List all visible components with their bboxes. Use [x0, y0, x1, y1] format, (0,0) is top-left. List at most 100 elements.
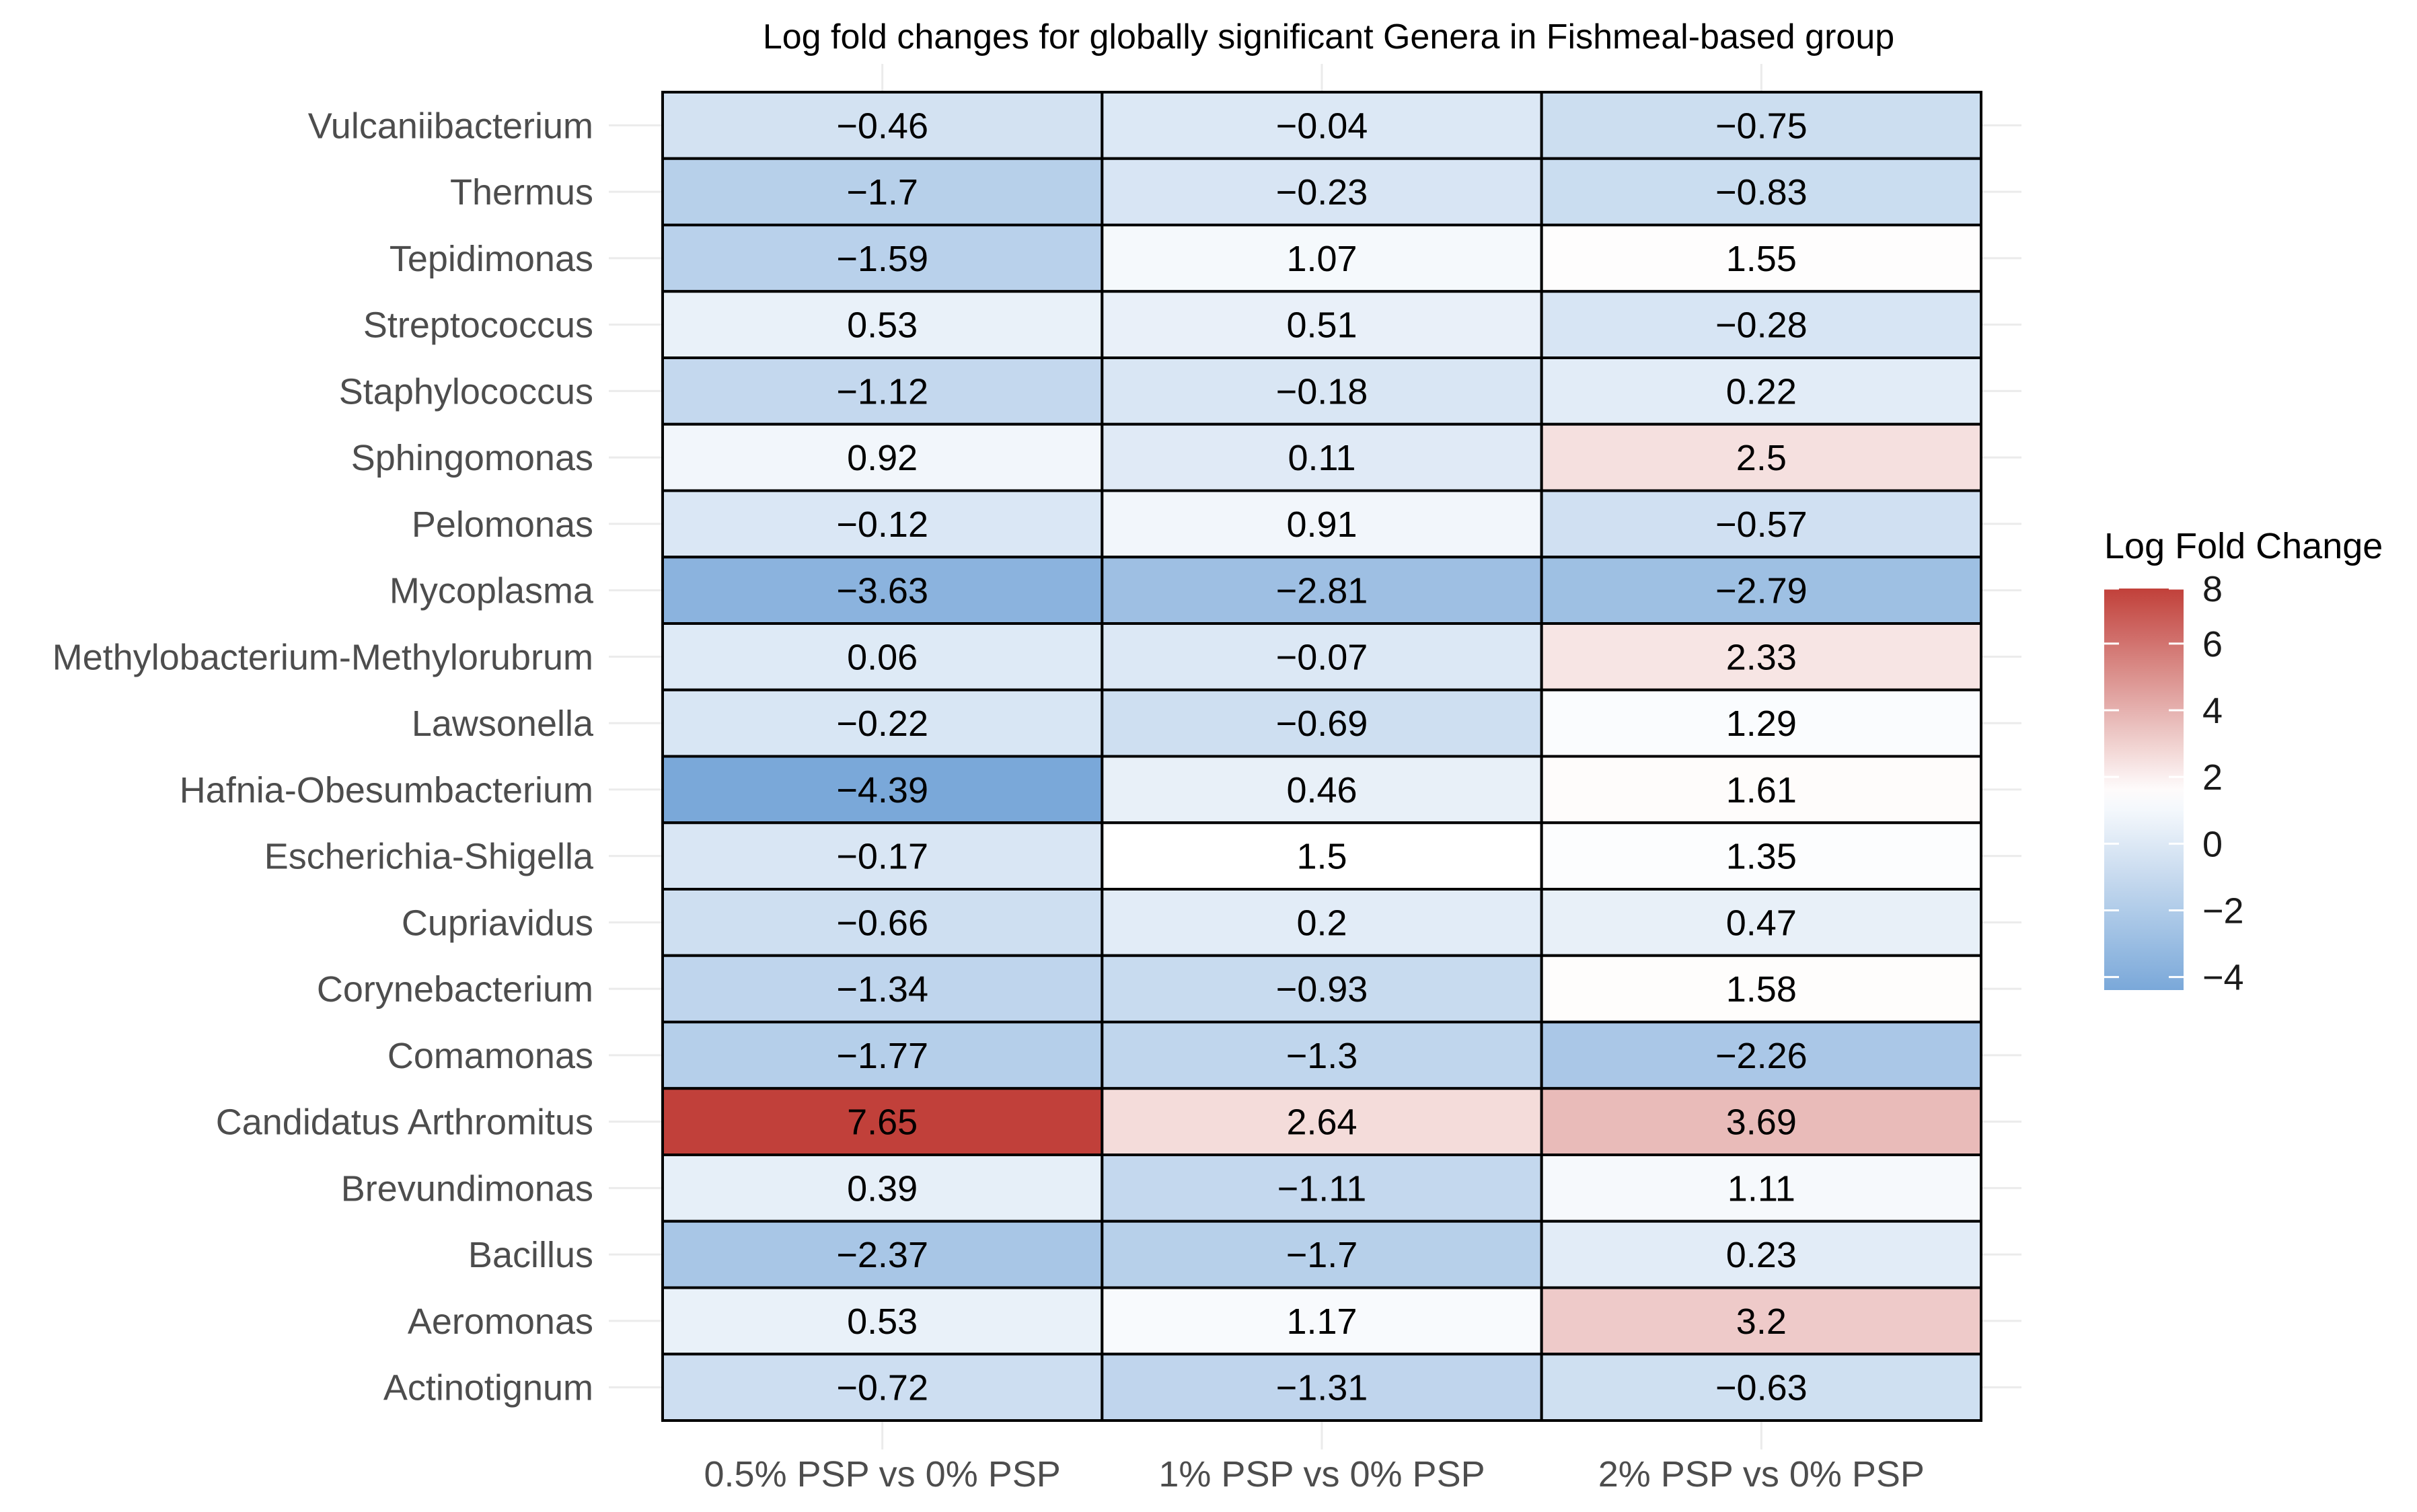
cell-value-label: 1.35 [1726, 837, 1797, 877]
cell-value-label: −0.28 [1715, 305, 1808, 346]
cell-value-label: −2.37 [836, 1235, 928, 1275]
heatmap-cell [1101, 290, 1543, 359]
cell-value-label: 0.23 [1726, 1235, 1797, 1275]
cell-value-label: 0.22 [1726, 371, 1797, 412]
heatmap-cell [661, 1219, 1104, 1289]
y-axis-label: Pelomonas [412, 504, 593, 545]
heatmap-cell [661, 821, 1104, 891]
heatmap-cell [1540, 556, 1983, 625]
cell-value-label: −0.07 [1276, 637, 1368, 677]
heatmap-cell [1540, 91, 1983, 160]
cell-value-label: −0.04 [1276, 106, 1368, 146]
heatmap-cell [1540, 888, 1983, 957]
cell-value-label: −0.63 [1715, 1368, 1808, 1408]
cell-value-label: 1.17 [1286, 1301, 1357, 1342]
cell-value-label: −2.26 [1715, 1036, 1808, 1076]
cell-value-label: −0.17 [836, 837, 928, 877]
cell-value-label: 7.65 [847, 1102, 918, 1143]
cell-value-label: −1.7 [846, 172, 918, 213]
y-axis-label: Comamonas [387, 1036, 593, 1076]
cell-value-label: 0.53 [847, 1301, 918, 1342]
heatmap-cell [1540, 489, 1983, 559]
cell-value-label: 2.33 [1726, 637, 1797, 677]
y-axis-label: Thermus [450, 172, 593, 213]
y-axis-label: Hafnia-Obesumbacterium [180, 770, 593, 810]
cell-value-label: −0.23 [1276, 172, 1368, 213]
y-axis-label: Lawsonella [412, 704, 594, 744]
cell-value-label: 0.46 [1286, 770, 1357, 810]
y-axis-label: Brevundimonas [341, 1168, 593, 1209]
y-axis-label: Tepidimonas [389, 239, 593, 279]
cell-value-label: 0.92 [847, 438, 918, 478]
heatmap-cell [1540, 1087, 1983, 1156]
cell-value-label: −0.57 [1715, 504, 1808, 545]
cell-value-label: 1.61 [1726, 770, 1797, 810]
y-axis-label: Escherichia-Shigella [264, 837, 594, 877]
cell-value-label: −1.59 [836, 239, 928, 279]
heatmap-cell [1101, 1353, 1543, 1422]
heatmap-cell [1101, 954, 1543, 1024]
cell-value-label: 1.29 [1726, 704, 1797, 744]
cell-value-label: 0.53 [847, 305, 918, 346]
cell-value-label: −0.69 [1276, 704, 1368, 744]
x-axis-label: 2% PSP vs 0% PSP [1598, 1454, 1925, 1495]
cell-value-label: 1.58 [1726, 969, 1797, 1010]
cell-value-label: 0.51 [1286, 305, 1357, 346]
heatmap-cell [1101, 821, 1543, 891]
legend-tick-label: −2 [2202, 891, 2244, 931]
y-axis-label: Actinotignum [383, 1368, 593, 1408]
y-axis-label: Mycoplasma [389, 571, 594, 611]
cell-value-label: −0.22 [836, 704, 928, 744]
y-axis-label: Candidatus Arthromitus [216, 1102, 593, 1143]
heatmap-cell [1101, 1219, 1543, 1289]
legend-tick-label: 8 [2202, 569, 2223, 609]
cell-value-label: −0.46 [836, 106, 928, 146]
cell-value-label: −1.3 [1286, 1036, 1358, 1076]
heatmap-cell [1540, 223, 1983, 293]
cell-value-label: 1.5 [1296, 837, 1347, 877]
x-axis-label: 1% PSP vs 0% PSP [1158, 1454, 1485, 1495]
cell-value-label: −0.93 [1276, 969, 1368, 1010]
heatmap-cell [661, 1087, 1104, 1156]
y-axis-label: Bacillus [468, 1235, 593, 1275]
cell-value-label: −1.11 [1277, 1168, 1367, 1209]
y-axis-label: Vulcaniibacterium [308, 106, 593, 146]
cell-value-label: −0.66 [836, 903, 928, 943]
heatmap-cell [1540, 1154, 1983, 1223]
heatmap-cell [661, 888, 1104, 957]
cell-value-label: 1.11 [1727, 1168, 1795, 1209]
heatmap-cell [1101, 91, 1543, 160]
heatmap-cell [661, 1020, 1104, 1090]
legend-tick-label: 4 [2202, 691, 2223, 731]
cell-value-label: 0.39 [847, 1168, 918, 1209]
heatmap-cell [661, 1286, 1104, 1356]
cell-value-label: −0.83 [1715, 172, 1808, 213]
heatmap-cell [1540, 1219, 1983, 1289]
y-axis-label: Corynebacterium [317, 969, 593, 1010]
x-axis-label: 0.5% PSP vs 0% PSP [704, 1454, 1061, 1495]
y-axis-label: Cupriavidus [402, 903, 593, 943]
legend-tick-label: 6 [2202, 624, 2223, 665]
heatmap-cell [1540, 755, 1983, 825]
heatmap-cell [661, 556, 1104, 625]
heatmap-cell [1540, 157, 1983, 227]
heatmap-cell [661, 622, 1104, 691]
legend-tick-label: 2 [2202, 757, 2223, 798]
legend-title: Log Fold Change [2104, 526, 2383, 566]
cell-value-label: −4.39 [836, 770, 928, 810]
legend-colorbar [2104, 589, 2184, 990]
cell-value-label: 3.69 [1726, 1102, 1797, 1143]
y-axis-label: Methylobacterium-Methylorubrum [52, 637, 593, 677]
heatmap-cell [661, 1154, 1104, 1223]
cell-value-label: −1.31 [1276, 1368, 1368, 1408]
legend-tick-label: −4 [2202, 958, 2244, 998]
y-axis-label: Streptococcus [363, 305, 593, 346]
heatmap-cell [661, 290, 1104, 359]
heatmap-cell [1540, 290, 1983, 359]
chart-title: Log fold changes for globally significan… [763, 17, 1894, 56]
cell-value-label: 2.5 [1736, 438, 1787, 478]
heatmap-cell [1540, 422, 1983, 492]
legend-tick-label: 0 [2202, 824, 2223, 864]
y-axis-label: Staphylococcus [339, 371, 593, 412]
